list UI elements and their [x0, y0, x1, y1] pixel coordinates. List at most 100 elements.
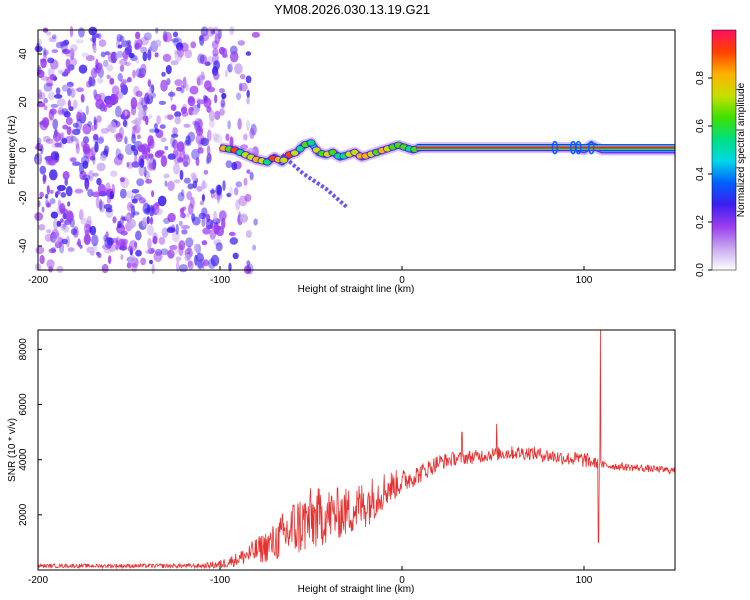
- noise-blob: [172, 31, 179, 38]
- noise-blob: [162, 53, 172, 63]
- noise-blob: [216, 190, 222, 197]
- noise-blob: [105, 189, 110, 197]
- noise-blob: [171, 133, 179, 138]
- noise-blob: [167, 91, 176, 97]
- noise-blob: [115, 105, 122, 118]
- noise-blob: [56, 190, 61, 195]
- noise-blob: [180, 189, 185, 197]
- noise-blob: [185, 135, 191, 146]
- noise-blob: [135, 249, 142, 257]
- noise-blob: [213, 60, 221, 71]
- noise-blob: [246, 89, 250, 99]
- noise-blob: [229, 237, 238, 245]
- colorbar-label: Normalized spectral amplitude: [736, 82, 747, 217]
- noise-blob: [170, 60, 179, 66]
- noise-blob: [103, 59, 109, 68]
- noise-blob: [225, 160, 233, 169]
- noise-blob: [115, 132, 123, 143]
- noise-blob: [75, 39, 84, 44]
- noise-blob: [96, 162, 106, 172]
- noise-blob: [147, 135, 154, 147]
- noise-blob: [124, 110, 128, 117]
- noise-blob: [135, 90, 143, 98]
- noise-blob: [131, 205, 136, 218]
- y-tick-label: -40: [18, 238, 29, 253]
- noise-blob: [186, 191, 193, 201]
- noise-blob: [174, 111, 182, 118]
- noise-blob: [113, 155, 123, 166]
- noise-blob: [158, 100, 166, 105]
- spectrogram-y-label: Frequency (Hz): [7, 116, 18, 185]
- noise-blob: [235, 199, 241, 211]
- noise-blob: [39, 254, 45, 265]
- noise-blob: [66, 126, 72, 135]
- noise-blob: [186, 212, 191, 218]
- noise-blob: [246, 169, 251, 174]
- noise-blob: [130, 97, 138, 110]
- noise-blob: [195, 157, 200, 167]
- noise-blob: [196, 186, 203, 192]
- noise-blob: [174, 49, 179, 55]
- noise-blob: [36, 156, 42, 165]
- noise-blob: [245, 230, 252, 238]
- noise-blob: [220, 99, 225, 104]
- noise-blob: [78, 209, 84, 221]
- noise-blob: [46, 229, 52, 234]
- noise-blob: [99, 135, 104, 142]
- noise-blob: [177, 48, 185, 58]
- noise-blob: [133, 148, 139, 156]
- x-tick-label: -200: [28, 575, 48, 586]
- noise-blob: [69, 57, 78, 67]
- noise-blob: [74, 188, 84, 194]
- noise-blob: [163, 31, 173, 43]
- noise-blob: [98, 39, 107, 47]
- noise-blob: [200, 137, 210, 147]
- noise-blob: [180, 84, 185, 94]
- noise-blob: [153, 251, 163, 263]
- noise-blob: [49, 189, 54, 194]
- noise-blob: [196, 99, 206, 105]
- spectrogram-marks: [34, 26, 675, 275]
- colorbar-gradient: [711, 29, 737, 271]
- noise-blob: [200, 26, 209, 37]
- noise-blob: [54, 142, 61, 148]
- noise-blob: [167, 249, 175, 259]
- noise-blob: [52, 34, 57, 39]
- noise-blob: [46, 31, 52, 36]
- y-tick-label: 8000: [18, 338, 29, 361]
- noise-blob: [124, 136, 128, 145]
- noise-blob: [60, 192, 67, 198]
- noise-blob: [69, 26, 74, 38]
- noise-blob: [206, 157, 210, 165]
- noise-blob: [137, 73, 145, 78]
- noise-blob: [203, 259, 209, 267]
- noise-blob: [246, 119, 250, 132]
- noise-blob: [147, 238, 152, 249]
- ridge-blob: [279, 156, 289, 164]
- noise-blob: [227, 63, 233, 73]
- noise-blob: [179, 169, 184, 181]
- noise-blob: [89, 155, 96, 161]
- noise-blob: [115, 240, 119, 251]
- noise-blob: [104, 51, 110, 56]
- noise-blob: [56, 220, 62, 227]
- noise-blob: [201, 216, 206, 228]
- noise-blob: [175, 42, 184, 51]
- noise-blob: [141, 150, 148, 160]
- noise-blob: [46, 185, 50, 195]
- noise-blob: [95, 196, 100, 209]
- noise-blob: [148, 204, 155, 217]
- noise-blob: [80, 94, 85, 103]
- noise-blob: [79, 244, 83, 249]
- noise-blob: [128, 222, 135, 230]
- noise-blob: [65, 117, 73, 125]
- noise-blob: [175, 256, 182, 262]
- noise-blob: [85, 105, 89, 116]
- noise-blob: [213, 192, 223, 200]
- noise-blob: [228, 231, 236, 237]
- colorbar-tick-label: 0.4: [695, 167, 706, 181]
- noise-blob: [131, 161, 140, 168]
- noise-blob: [39, 165, 47, 175]
- noise-blob: [139, 158, 145, 168]
